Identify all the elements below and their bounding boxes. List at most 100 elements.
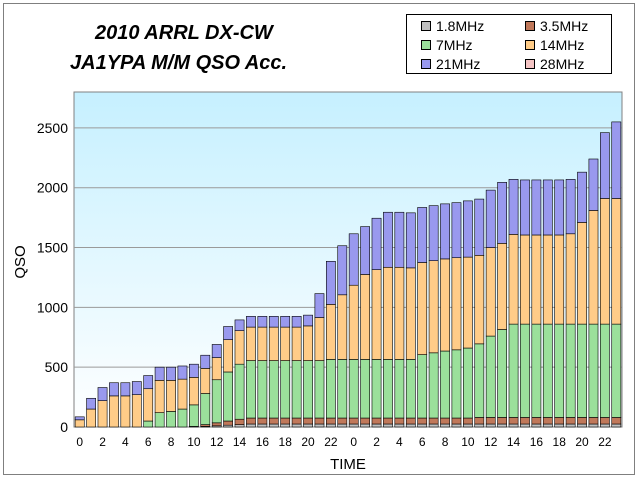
bar-segment-14mhz (120, 395, 131, 428)
bar-segment-14mhz (166, 380, 176, 412)
bar-segment-7mhz (189, 404, 199, 427)
y-axis-title: QSO (12, 245, 29, 278)
bar-segment-7mhz (394, 359, 405, 419)
bar-segment-21mhz (189, 363, 199, 378)
y-tick-label: 2000 (37, 180, 68, 196)
bar-segment-14mhz (565, 233, 576, 325)
bar-segment-3-5mhz (588, 417, 599, 425)
legend-swatch (421, 40, 431, 50)
bar-segment-3-5mhz (600, 417, 610, 425)
bar-segment-14mhz (394, 266, 405, 360)
bar-segment-21mhz (405, 212, 416, 269)
bar-segment-1-8mhz (440, 423, 450, 428)
bar-segment-1-8mhz (348, 423, 359, 428)
x-tick-label: 8 (168, 435, 175, 449)
bar-segment-1-8mhz (520, 423, 530, 428)
bar-segment-21mhz (451, 202, 462, 259)
bar-segment-7mhz (211, 379, 222, 424)
bar-segment-21mhz (303, 314, 313, 327)
bar-segment-3-5mhz (303, 417, 313, 425)
bar-segment-7mhz (200, 393, 211, 425)
bar-segment-21mhz (314, 293, 325, 318)
bar-segment-7mhz (337, 359, 348, 419)
bar-segment-21mhz (520, 179, 530, 236)
bar-segment-14mhz (360, 274, 370, 360)
bar-segment-21mhz (166, 366, 176, 381)
bar-segment-21mhz (577, 171, 587, 223)
legend-label: 1.8MHz (436, 18, 485, 34)
y-tick-label: 2500 (37, 120, 68, 136)
bar-segment-21mhz (268, 316, 279, 328)
bar-segment-21mhz (394, 211, 405, 268)
x-tick-label: 2 (373, 435, 380, 449)
bar-segment-14mhz (109, 395, 119, 428)
bar-segment-1-8mhz (565, 423, 576, 428)
bar-segment-1-8mhz (303, 423, 313, 428)
legend-swatch (525, 59, 535, 69)
bar-segment-3-5mhz (314, 417, 325, 425)
legend-item-14mhz: 14MHz (525, 37, 584, 53)
y-tick-label: 500 (45, 359, 69, 375)
bar-segment-3-5mhz (337, 417, 348, 425)
bar-segment-14mhz (520, 234, 530, 325)
bar-segment-7mhz (405, 359, 416, 419)
bar-segment-21mhz (74, 416, 85, 421)
bar-segment-21mhz (508, 179, 519, 235)
bar-segment-14mhz (74, 419, 85, 428)
legend-label: 28MHz (540, 56, 585, 72)
bar-segment-21mhz (223, 326, 233, 340)
bar-segment-21mhz (200, 354, 211, 369)
bar-segment-7mhz (520, 323, 530, 418)
bar-segment-21mhz (611, 121, 622, 199)
bar-segment-21mhz (542, 179, 553, 236)
bar-segment-21mhz (463, 200, 473, 258)
bar-segment-1-8mhz (371, 423, 382, 428)
bar-segment-21mhz (326, 260, 336, 305)
bar-segment-3-5mhz (211, 422, 222, 427)
bar-segment-7mhz (542, 323, 553, 418)
chart-legend: 1.8MHz 3.5MHz 7MHz 14MHz 21MHz 28MHz (406, 14, 612, 74)
bar-segment-14mhz (428, 260, 439, 354)
y-axis-ticks: 0 500 1000 1500 2000 2500 (37, 120, 68, 435)
x-tick-label: 6 (419, 435, 426, 449)
legend-swatch (525, 21, 535, 31)
bar-segment-1-8mhz (360, 423, 370, 428)
bar-segment-1-8mhz (588, 423, 599, 428)
bar-segment-7mhz (611, 323, 622, 418)
bar-segment-14mhz (405, 267, 416, 360)
bar-segment-1-8mhz (451, 423, 462, 428)
bar-segment-21mhz (143, 375, 154, 390)
bar-segment-21mhz (440, 203, 450, 260)
bar-segment-7mhz (428, 352, 439, 419)
legend-item-7mhz: 7MHz (421, 37, 473, 53)
bar-segment-14mhz (131, 394, 142, 428)
x-axis-title: TIME (330, 456, 366, 473)
bar-segment-21mhz (154, 366, 165, 381)
x-axis-ticks: 0 2 4 6 8 10 12 14 16 18 20 22 0 2 4 6 8 10 12 14 16 18 20 22 (76, 435, 612, 449)
bar-segment-3-5mhz (360, 417, 370, 425)
bar-segment-14mhz (348, 284, 359, 360)
bar-segment-7mhz (577, 323, 587, 418)
x-tick-label: 22 (598, 435, 612, 449)
bar-segment-1-8mhz (463, 423, 473, 428)
bar-segment-3-5mhz (371, 417, 382, 425)
bar-segment-7mhz (474, 343, 485, 418)
bar-segment-3-5mhz (417, 417, 428, 425)
bar-segment-3-5mhz (531, 417, 542, 425)
bar-segment-3-5mhz (508, 417, 519, 425)
bar-segment-14mhz (326, 304, 336, 360)
bar-segment-14mhz (577, 222, 587, 325)
bar-segment-7mhz (234, 363, 245, 420)
bar-segment-7mhz (497, 329, 507, 418)
bar-segment-3-5mhz (463, 417, 473, 425)
bar-segment-21mhz (531, 179, 542, 236)
bar-segment-1-8mhz (234, 424, 245, 428)
bar-segment-14mhz (246, 326, 256, 361)
bar-segment-7mhz (360, 359, 370, 419)
bar-segment-21mhz (600, 132, 610, 199)
bar-segment-7mhz (508, 323, 519, 418)
bar-segment-1-8mhz (531, 423, 542, 428)
bar-segment-21mhz (97, 387, 108, 401)
bar-segment-3-5mhz (474, 417, 485, 425)
bar-segment-1-8mhz (485, 423, 496, 428)
